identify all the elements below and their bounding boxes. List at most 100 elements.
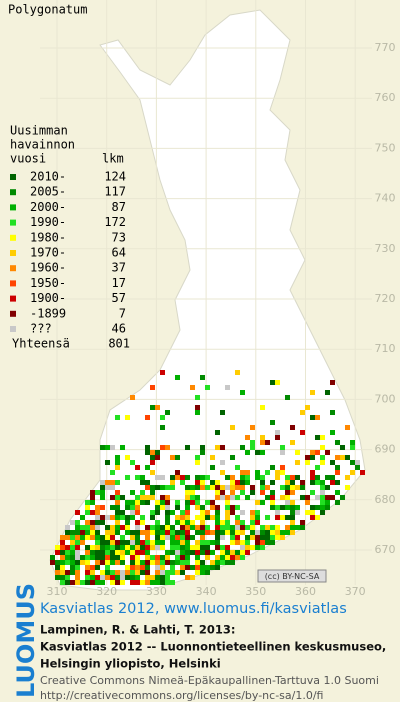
occurrence-square (185, 575, 190, 580)
occurrence-square (205, 525, 210, 530)
occurrence-square (210, 530, 215, 535)
occurrence-square (70, 545, 75, 550)
occurrence-square (100, 480, 105, 485)
occurrence-square (100, 520, 105, 525)
citation-line: Kasviatlas 2012 -- Luonnontieteellinen k… (40, 640, 386, 654)
occurrence-square (75, 545, 80, 550)
occurrence-square (175, 545, 180, 550)
occurrence-square (115, 525, 120, 530)
occurrence-square (230, 455, 235, 460)
occurrence-square (105, 565, 110, 570)
occurrence-square (155, 450, 160, 455)
occurrence-square (200, 515, 205, 520)
occurrence-square (195, 495, 200, 500)
occurrence-square (200, 565, 205, 570)
occurrence-square (105, 545, 110, 550)
occurrence-square (230, 490, 235, 495)
occurrence-square (150, 490, 155, 495)
occurrence-square (140, 495, 145, 500)
occurrence-square (85, 505, 90, 510)
occurrence-square (195, 455, 200, 460)
occurrence-square (185, 510, 190, 515)
occurrence-square (80, 525, 85, 530)
occurrence-square (170, 580, 175, 585)
occurrence-square (145, 575, 150, 580)
occurrence-square (195, 405, 200, 410)
occurrence-square (105, 530, 110, 535)
occurrence-square (60, 560, 65, 565)
occurrence-square (155, 530, 160, 535)
occurrence-square (120, 580, 125, 585)
occurrence-square (115, 480, 120, 485)
occurrence-square (115, 570, 120, 575)
occurrence-square (175, 560, 180, 565)
occurrence-square (200, 560, 205, 565)
occurrence-square (75, 550, 80, 555)
occurrence-square (345, 425, 350, 430)
occurrence-square (170, 530, 175, 535)
x-grid-label: 340 (196, 585, 217, 598)
occurrence-square (200, 570, 205, 575)
occurrence-square (225, 520, 230, 525)
occurrence-square (145, 445, 150, 450)
occurrence-square (85, 535, 90, 540)
occurrence-square (260, 500, 265, 505)
legend-count: 172 (104, 215, 126, 229)
occurrence-square (95, 505, 100, 510)
occurrence-square (85, 520, 90, 525)
legend-total-label: Yhteensä (12, 337, 70, 351)
occurrence-square (160, 580, 165, 585)
occurrence-square (90, 500, 95, 505)
occurrence-square (315, 475, 320, 480)
occurrence-square (160, 565, 165, 570)
occurrence-square (270, 465, 275, 470)
occurrence-square (220, 495, 225, 500)
occurrence-square (250, 545, 255, 550)
occurrence-square (70, 550, 75, 555)
occurrence-square (335, 470, 340, 475)
occurrence-square (90, 545, 95, 550)
occurrence-square (100, 555, 105, 560)
occurrence-square (110, 530, 115, 535)
occurrence-square (130, 530, 135, 535)
occurrence-square (185, 535, 190, 540)
occurrence-square (170, 510, 175, 515)
occurrence-square (130, 460, 135, 465)
occurrence-square (175, 505, 180, 510)
occurrence-square (85, 580, 90, 585)
occurrence-square (255, 515, 260, 520)
occurrence-square (110, 540, 115, 545)
y-grid-label: 740 (375, 192, 396, 205)
occurrence-square (150, 580, 155, 585)
occurrence-square (100, 540, 105, 545)
occurrence-square (90, 490, 95, 495)
occurrence-square (150, 405, 155, 410)
occurrence-square (200, 505, 205, 510)
occurrence-square (330, 410, 335, 415)
occurrence-square (155, 535, 160, 540)
occurrence-square (290, 520, 295, 525)
occurrence-square (325, 475, 330, 480)
occurrence-square (130, 500, 135, 505)
occurrence-square (215, 490, 220, 495)
atlas-link[interactable]: Kasviatlas 2012, www.luomus.fi/kasviatla… (40, 601, 347, 617)
occurrence-square (270, 380, 275, 385)
occurrence-square (330, 460, 335, 465)
occurrence-square (240, 550, 245, 555)
occurrence-square (115, 560, 120, 565)
occurrence-square (125, 415, 130, 420)
occurrence-square (335, 480, 340, 485)
occurrence-square (235, 550, 240, 555)
occurrence-square (165, 410, 170, 415)
occurrence-square (270, 500, 275, 505)
occurrence-square (170, 540, 175, 545)
occurrence-square (200, 550, 205, 555)
occurrence-square (220, 470, 225, 475)
occurrence-square (115, 520, 120, 525)
occurrence-square (130, 395, 135, 400)
occurrence-square (180, 475, 185, 480)
occurrence-square (180, 480, 185, 485)
occurrence-square (95, 545, 100, 550)
occurrence-square (140, 520, 145, 525)
